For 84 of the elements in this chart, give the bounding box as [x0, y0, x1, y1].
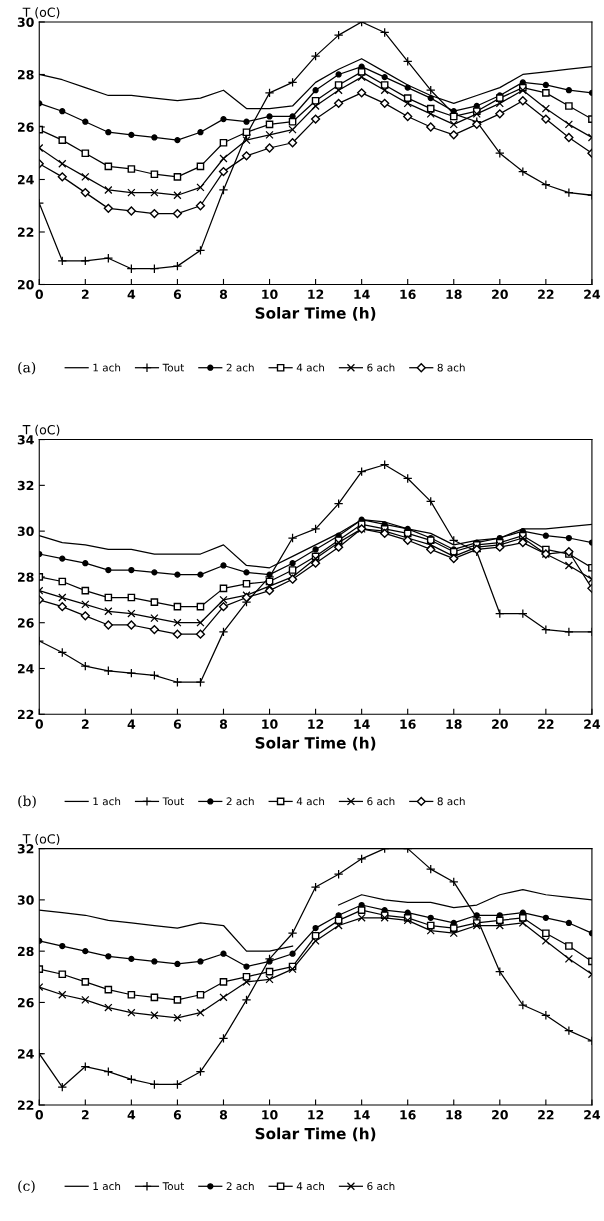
- x-tick-label: 12: [308, 1110, 324, 1120]
- y-axis-title: T (oC): [22, 833, 60, 846]
- y-tick-label: 32: [17, 844, 34, 854]
- x-tick-label: 14: [354, 289, 370, 299]
- x-tick-label: 14: [354, 1110, 370, 1120]
- x-tick-label: 10: [262, 719, 278, 729]
- x-tick-label: 8: [219, 1110, 228, 1120]
- x-tick-label: 4: [127, 1110, 136, 1120]
- x-tick-label: 22: [538, 719, 554, 729]
- x-tick-label: 22: [538, 289, 554, 299]
- legend-label: 4 ach: [296, 797, 325, 806]
- x-tick-label: 20: [492, 1110, 508, 1120]
- legend-label: 1 ach: [93, 363, 121, 372]
- x-tick-label: 24: [584, 719, 601, 729]
- y-tick-label: 24: [17, 174, 34, 185]
- legend-label: 1 ach: [93, 797, 121, 806]
- y-tick-label: 30: [17, 895, 34, 905]
- y-tick-label: 24: [17, 663, 34, 674]
- x-tick-label: 0: [35, 719, 44, 729]
- x-tick-label: 20: [492, 289, 508, 300]
- x-tick-label: 18: [446, 1110, 462, 1120]
- y-tick-label: 26: [17, 122, 34, 132]
- legend-label: 2 ach: [226, 363, 254, 372]
- text: (a): [18, 361, 36, 375]
- x-tick-label: 2: [81, 719, 89, 729]
- x-tick-label: 14: [354, 719, 370, 729]
- legend-label: 2 ach: [226, 797, 254, 806]
- x-tick-label: 24: [584, 1110, 601, 1120]
- x-tick-label: 16: [400, 289, 416, 300]
- x-tick-label: 12: [308, 289, 324, 299]
- x-tick-label: 10: [262, 289, 278, 300]
- y-tick-label: 32: [17, 480, 34, 491]
- x-tick-label: 8: [219, 719, 228, 729]
- legend-label: 8 ach: [437, 363, 465, 372]
- x-tick-label: 10: [262, 1110, 278, 1120]
- legend-label: 2 ach: [226, 1182, 254, 1191]
- x-tick-label: 0: [35, 1110, 44, 1120]
- y-tick-label: 22: [17, 227, 34, 237]
- legend-label: 1 ach: [93, 1182, 121, 1191]
- legend-label: 4 ach: [296, 1182, 325, 1191]
- x-axis-title: Solar Time (h): [255, 736, 376, 751]
- x-tick-label: 2: [81, 289, 89, 299]
- legend-label: Tout: [162, 797, 185, 806]
- x-axis-title: Solar Time (h): [255, 307, 376, 321]
- text: (c): [18, 1180, 35, 1194]
- x-tick-label: 18: [446, 289, 462, 300]
- y-tick-label: 28: [17, 946, 34, 957]
- x-tick-label: 16: [400, 1110, 416, 1120]
- x-tick-label: 0: [35, 289, 44, 300]
- y-axis-title: T (oC): [22, 424, 60, 436]
- x-tick-label: 6: [173, 289, 182, 300]
- y-tick-label: 28: [17, 69, 34, 80]
- y-tick-label: 26: [17, 997, 34, 1008]
- y-tick-label: 34: [17, 435, 34, 445]
- x-tick-label: 4: [127, 289, 136, 299]
- legend-label: Tout: [162, 1182, 185, 1191]
- legend-label: 6 ach: [367, 797, 395, 806]
- y-tick-label: 28: [17, 572, 34, 582]
- text: (b): [18, 795, 36, 809]
- x-tick-label: 22: [538, 1110, 554, 1120]
- y-tick-label: 22: [17, 1100, 34, 1110]
- x-tick-label: 4: [127, 719, 136, 729]
- x-axis-title: Solar Time (h): [255, 1127, 376, 1142]
- x-tick-label: 8: [219, 289, 228, 300]
- x-tick-label: 12: [308, 719, 324, 729]
- x-tick-label: 18: [446, 719, 462, 729]
- x-tick-label: 2: [81, 1110, 89, 1120]
- y-tick-label: 20: [17, 279, 34, 290]
- y-tick-label: 24: [17, 1049, 34, 1059]
- x-tick-label: 20: [492, 719, 508, 729]
- y-tick-label: 30: [17, 17, 34, 27]
- legend-label: 4 ach: [296, 363, 325, 372]
- y-tick-label: 30: [17, 526, 34, 537]
- x-tick-label: 6: [173, 1110, 182, 1120]
- y-tick-label: 22: [17, 709, 34, 720]
- x-tick-label: 16: [400, 719, 416, 729]
- y-tick-label: 26: [17, 618, 34, 628]
- x-tick-label: 6: [173, 719, 182, 729]
- legend-label: 8 ach: [437, 797, 465, 806]
- legend-label: 6 ach: [367, 1182, 395, 1191]
- legend-label: 6 ach: [367, 363, 395, 372]
- x-tick-label: 24: [584, 289, 601, 299]
- y-axis-title: T (oC): [22, 7, 60, 19]
- legend-label: Tout: [162, 363, 185, 372]
